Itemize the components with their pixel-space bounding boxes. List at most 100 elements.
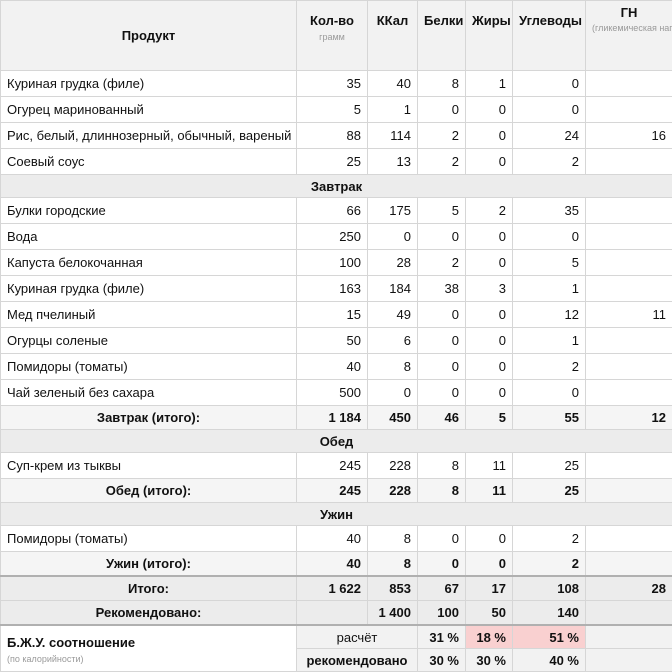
carbs-cell: 25 bbox=[513, 453, 586, 479]
gl-cell bbox=[586, 479, 672, 503]
product-name: Соевый соус bbox=[1, 149, 297, 175]
fat-cell: 0 bbox=[466, 250, 513, 276]
fat-cell: 11 bbox=[466, 479, 513, 503]
fat-cell: 11 bbox=[466, 453, 513, 479]
product-name: Мед пчелиный bbox=[1, 302, 297, 328]
qty-cell: 245 bbox=[297, 453, 368, 479]
carbs-cell: 1 bbox=[513, 328, 586, 354]
kcal-cell: 228 bbox=[368, 453, 418, 479]
carbs-cell: 140 bbox=[513, 601, 586, 626]
kcal-cell: 0 bbox=[368, 224, 418, 250]
gl-cell bbox=[586, 601, 672, 626]
gl-cell bbox=[586, 97, 672, 123]
protein-cell: 38 bbox=[418, 276, 466, 302]
header-gl: ГН(гликемическая нагрузка) bbox=[586, 1, 672, 71]
fat-cell: 0 bbox=[466, 354, 513, 380]
gl-cell bbox=[586, 380, 672, 406]
protein-cell: 5 bbox=[418, 198, 466, 224]
fat-cell: 1 bbox=[466, 71, 513, 97]
gl-cell bbox=[586, 149, 672, 175]
kcal-cell: 0 bbox=[368, 380, 418, 406]
gl-cell bbox=[586, 526, 672, 552]
gl-cell bbox=[586, 276, 672, 302]
gl-cell bbox=[586, 552, 672, 577]
product-name: Помидоры (томаты) bbox=[1, 354, 297, 380]
qty-cell: 163 bbox=[297, 276, 368, 302]
header-qty-label: Кол-во bbox=[310, 13, 354, 28]
fat-cell: 0 bbox=[466, 526, 513, 552]
section-title: Обед bbox=[1, 430, 672, 453]
carbs-cell: 12 bbox=[513, 302, 586, 328]
qty-cell: 40 bbox=[297, 526, 368, 552]
kcal-cell: 184 bbox=[368, 276, 418, 302]
protein-cell: 0 bbox=[418, 354, 466, 380]
header-product: Продукт bbox=[1, 1, 297, 71]
gl-cell bbox=[586, 328, 672, 354]
protein-cell: 0 bbox=[418, 302, 466, 328]
bju-ratio-note: (по калорийности) bbox=[7, 654, 290, 664]
carbs-cell: 2 bbox=[513, 552, 586, 577]
gl-cell bbox=[586, 453, 672, 479]
kcal-cell: 13 bbox=[368, 149, 418, 175]
fat-cell: 0 bbox=[466, 380, 513, 406]
carbs-cell: 0 bbox=[513, 71, 586, 97]
fat-cell: 0 bbox=[466, 302, 513, 328]
kcal-cell: 40 bbox=[368, 71, 418, 97]
qty-cell: 50 bbox=[297, 328, 368, 354]
carbs-cell: 25 bbox=[513, 479, 586, 503]
protein-cell: 0 bbox=[418, 552, 466, 577]
protein-cell: 0 bbox=[418, 97, 466, 123]
kcal-cell: 8 bbox=[368, 552, 418, 577]
qty-cell: 1 184 bbox=[297, 406, 368, 430]
qty-cell: 1 622 bbox=[297, 576, 368, 601]
kcal-cell: 175 bbox=[368, 198, 418, 224]
kcal-cell: 8 bbox=[368, 526, 418, 552]
product-name: Помидоры (томаты) bbox=[1, 526, 297, 552]
fat-cell: 0 bbox=[466, 97, 513, 123]
ratio-rec-label: рекомендовано bbox=[297, 649, 418, 672]
qty-cell: 250 bbox=[297, 224, 368, 250]
qty-cell: 245 bbox=[297, 479, 368, 503]
qty-cell: 35 bbox=[297, 71, 368, 97]
protein-cell: 0 bbox=[418, 224, 466, 250]
kcal-cell: 1 400 bbox=[368, 601, 418, 626]
header-qty-unit: грамм bbox=[303, 32, 361, 42]
header-gl-note: (гликемическая нагрузка) bbox=[592, 21, 666, 35]
product-name: Булки городские bbox=[1, 198, 297, 224]
total-label: Обед (итого): bbox=[1, 479, 297, 503]
fat-cell: 3 bbox=[466, 276, 513, 302]
carbs-cell: 55 bbox=[513, 406, 586, 430]
carbs-ratio-rec: 40 % bbox=[513, 649, 586, 672]
bju-ratio-cell: Б.Ж.У. соотношение (по калорийности) bbox=[1, 625, 297, 672]
gl-cell: 28 bbox=[586, 576, 672, 601]
table-row: Рис, белый, длиннозерный, обычный, варен… bbox=[1, 123, 672, 149]
product-name: Чай зеленый без сахара bbox=[1, 380, 297, 406]
carbs-cell: 0 bbox=[513, 224, 586, 250]
carbs-cell: 0 bbox=[513, 380, 586, 406]
total-label: Завтрак (итого): bbox=[1, 406, 297, 430]
header-fat: Жиры bbox=[466, 1, 513, 71]
qty-cell: 100 bbox=[297, 250, 368, 276]
gl-cell bbox=[586, 71, 672, 97]
section-breakfast: Завтрак bbox=[1, 175, 672, 198]
product-name: Капуста белокочанная bbox=[1, 250, 297, 276]
gl-cell bbox=[586, 224, 672, 250]
fat-cell: 0 bbox=[466, 328, 513, 354]
kcal-cell: 114 bbox=[368, 123, 418, 149]
product-name: Рис, белый, длиннозерный, обычный, варен… bbox=[1, 123, 297, 149]
product-name: Суп-крем из тыквы bbox=[1, 453, 297, 479]
